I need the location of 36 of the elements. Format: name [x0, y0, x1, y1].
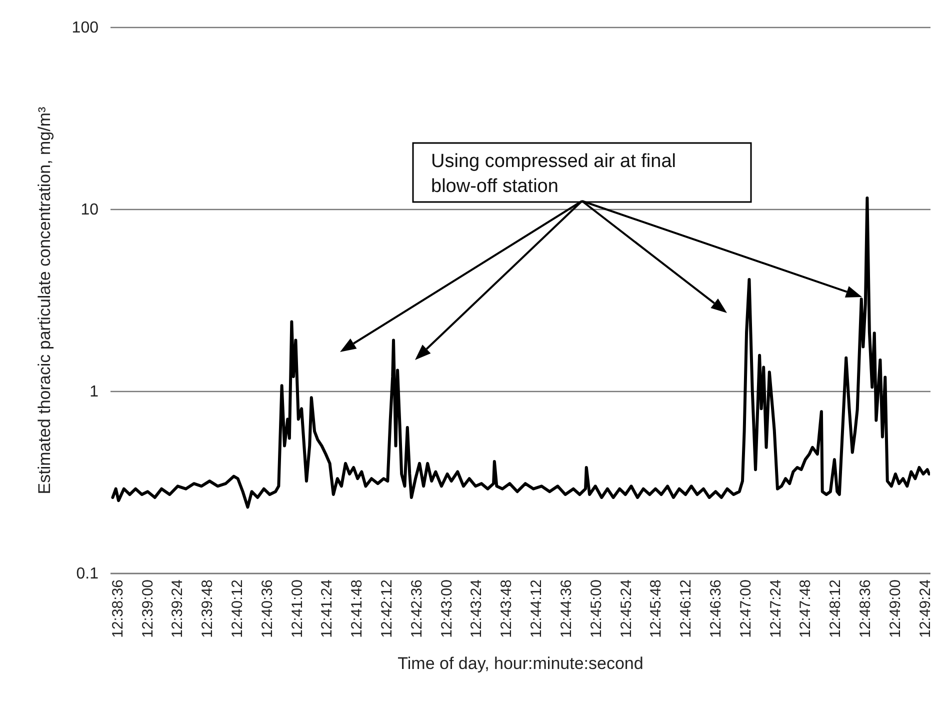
x-tick-label: 12:38:36 [109, 580, 126, 638]
line-series [111, 196, 930, 509]
x-tick-label: 12:49:00 [886, 580, 904, 638]
x-tick-label: 12:43:48 [498, 580, 516, 638]
x-axis-title: Time of day, hour:minute:second [398, 654, 644, 673]
x-tick-label: 12:39:00 [139, 580, 156, 638]
x-tick-label: 12:42:36 [408, 580, 426, 638]
x-tick-label: 12:44:12 [528, 580, 546, 638]
x-tick-label: 12:45:24 [618, 580, 635, 638]
y-tick-label: 100 [72, 20, 99, 36]
x-tick-label: 12:40:36 [258, 580, 276, 638]
x-tick-label: 12:43:24 [468, 580, 486, 638]
x-tick-label: 12:48:36 [857, 580, 874, 638]
x-tick-label: 12:41:24 [318, 580, 336, 638]
x-tick-label: 12:47:48 [797, 580, 814, 638]
x-tick-label: 12:45:00 [588, 580, 605, 638]
y-tick-label: 0.1 [76, 566, 99, 582]
x-tick-label: 12:48:12 [827, 580, 844, 638]
x-tick-label: 12:47:00 [737, 580, 754, 638]
x-tick-label: 12:41:48 [348, 580, 366, 638]
x-tick-label: 12:39:48 [199, 580, 216, 638]
x-tick-label: 12:46:12 [678, 580, 695, 638]
x-tick-label: 12:46:36 [707, 580, 724, 638]
x-tick-label: 12:42:12 [378, 580, 396, 638]
x-tick-label: 12:40:12 [229, 580, 246, 638]
y-axis-title: Estimated thoracic particulate concentration, mg/m³ [34, 106, 54, 494]
x-tick-label: 12:43:00 [438, 580, 456, 638]
x-tick-label: 12:41:00 [288, 580, 306, 638]
x-tick-label: 12:45:48 [648, 580, 665, 638]
annotation: Using compressed air at final blow-off station [431, 151, 676, 197]
x-tick-label: 12:49:24 [916, 580, 932, 638]
x-tick-label: 12:47:24 [767, 580, 784, 638]
x-tick-label: 12:44:36 [558, 580, 575, 638]
x-tick-label: 12:39:24 [169, 580, 186, 638]
y-tick-label: 10 [80, 202, 99, 218]
y-tick-label: 1 [90, 384, 99, 400]
